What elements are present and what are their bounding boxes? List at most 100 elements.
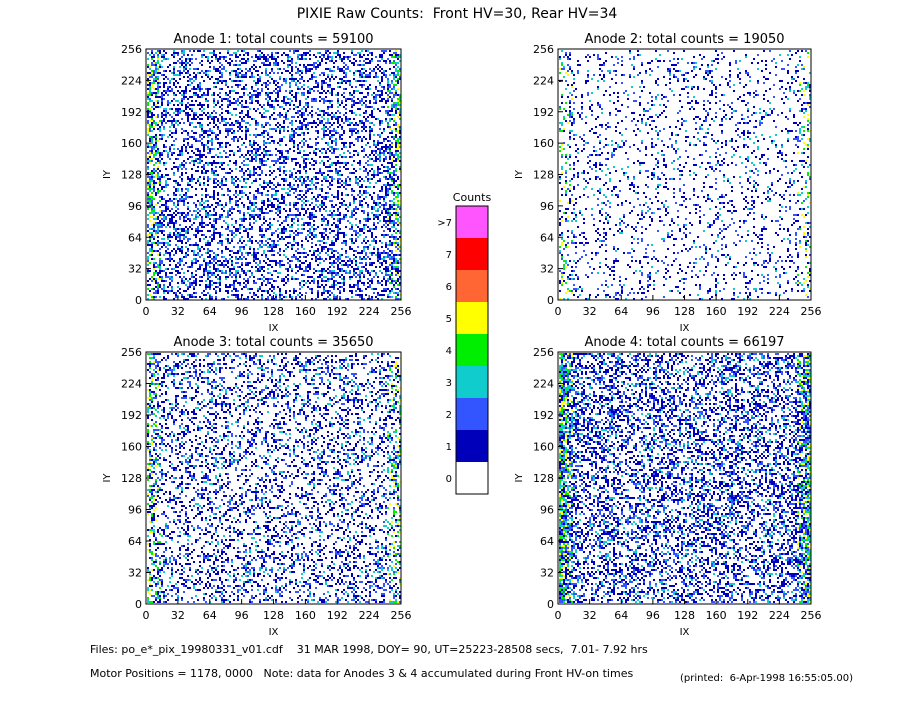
x-axis-label: IX	[680, 627, 690, 638]
y-tick-label: 256	[533, 43, 554, 56]
colorbar-swatch	[456, 270, 488, 302]
x-tick-label: 256	[391, 609, 412, 622]
pixel-texture	[147, 50, 401, 300]
x-tick-label: 192	[737, 609, 758, 622]
y-axis-label: IY	[514, 473, 525, 483]
y-tick-label: 128	[533, 169, 554, 182]
x-tick-label: 64	[614, 305, 628, 318]
y-tick-label: 64	[128, 535, 142, 548]
x-tick-label: 64	[203, 609, 217, 622]
footer-printed: (printed: 6-Apr-1998 16:55:05.00)	[680, 673, 853, 684]
y-tick-label: 32	[540, 263, 554, 276]
y-tick-label: 256	[121, 43, 142, 56]
x-tick-label: 192	[327, 305, 348, 318]
y-tick-label: 224	[533, 74, 554, 87]
colorbar-swatch	[456, 206, 488, 238]
x-tick-label: 160	[295, 609, 316, 622]
y-tick-label: 192	[533, 106, 554, 119]
colorbar-label: 3	[446, 378, 452, 389]
x-tick-label: 0	[143, 305, 150, 318]
colorbar-swatch	[456, 398, 488, 430]
x-tick-label: 96	[235, 305, 249, 318]
x-axis-label: IX	[269, 627, 279, 638]
colorbar-label: 2	[446, 410, 452, 421]
x-tick-label: 224	[769, 305, 790, 318]
y-tick-label: 128	[121, 472, 142, 485]
x-tick-label: 192	[737, 305, 758, 318]
x-tick-label: 128	[263, 609, 284, 622]
colorbar-swatch	[456, 238, 488, 270]
y-tick-label: 64	[540, 231, 554, 244]
x-tick-label: 256	[801, 305, 822, 318]
pixel-texture	[147, 353, 401, 603]
x-tick-label: 160	[706, 609, 727, 622]
x-tick-label: 256	[801, 609, 822, 622]
x-tick-label: 192	[327, 609, 348, 622]
colorbar-label: 5	[446, 314, 452, 325]
x-tick-label: 0	[143, 609, 150, 622]
colorbar-swatch	[456, 430, 488, 462]
y-tick-label: 224	[121, 74, 142, 87]
pixel-texture	[147, 50, 401, 300]
footer-files: Files: po_e*_pix_19980331_v01.cdf 31 MAR…	[90, 643, 648, 656]
plot-frame	[557, 48, 812, 301]
x-tick-label: 96	[646, 609, 660, 622]
pixel-texture	[559, 353, 811, 603]
footer-motor: Motor Positions = 1178, 0000 Note: data …	[90, 667, 633, 680]
y-tick-label: 192	[121, 409, 142, 422]
pixel-texture	[559, 353, 811, 603]
y-axis-label: IY	[102, 169, 113, 179]
figure-title: PIXIE Raw Counts: Front HV=30, Rear HV=3…	[297, 6, 618, 22]
colorbar-swatch	[456, 334, 488, 366]
x-tick-label: 32	[583, 609, 597, 622]
panel-title: Anode 4: total counts = 66197	[584, 335, 784, 350]
colorbar-label: 7	[446, 250, 452, 261]
colorbar-label: 6	[446, 282, 452, 293]
y-tick-label: 0	[547, 294, 554, 307]
colorbar-label: 4	[446, 346, 452, 357]
x-tick-label: 160	[295, 305, 316, 318]
x-tick-label: 96	[235, 609, 249, 622]
colorbar-title: Counts	[453, 191, 492, 204]
x-tick-label: 256	[391, 305, 412, 318]
y-tick-label: 0	[135, 598, 142, 611]
y-tick-label: 224	[121, 378, 142, 391]
x-tick-label: 128	[674, 305, 695, 318]
x-tick-label: 64	[614, 609, 628, 622]
pixel-texture	[559, 353, 811, 603]
colorbar-swatch	[456, 462, 488, 494]
pixel-texture	[147, 50, 401, 300]
panel-title: Anode 1: total counts = 59100	[173, 32, 373, 47]
pixel-texture	[559, 50, 811, 298]
y-tick-label: 224	[533, 378, 554, 391]
panel-title: Anode 3: total counts = 35650	[173, 335, 373, 350]
y-tick-label: 64	[540, 535, 554, 548]
y-axis-label: IY	[514, 169, 525, 179]
y-tick-label: 32	[128, 263, 142, 276]
y-tick-label: 256	[121, 346, 142, 359]
y-tick-label: 96	[540, 504, 554, 517]
y-tick-label: 192	[121, 106, 142, 119]
y-tick-label: 64	[128, 231, 142, 244]
x-tick-label: 128	[674, 609, 695, 622]
colorbar-label: 1	[446, 442, 452, 453]
pixel-texture	[559, 50, 811, 300]
y-tick-label: 128	[121, 169, 142, 182]
y-tick-label: 32	[128, 567, 142, 580]
y-axis-label: IY	[102, 473, 113, 483]
x-tick-label: 160	[706, 305, 727, 318]
y-tick-label: 0	[135, 294, 142, 307]
x-tick-label: 0	[555, 305, 562, 318]
x-tick-label: 32	[171, 609, 185, 622]
x-tick-label: 128	[263, 305, 284, 318]
y-tick-label: 96	[540, 200, 554, 213]
y-tick-label: 160	[121, 137, 142, 150]
colorbar-swatch	[456, 302, 488, 334]
colorbar-swatch	[456, 366, 488, 398]
pixel-texture	[147, 353, 401, 603]
x-tick-label: 96	[646, 305, 660, 318]
y-tick-label: 0	[547, 598, 554, 611]
x-tick-label: 0	[555, 609, 562, 622]
